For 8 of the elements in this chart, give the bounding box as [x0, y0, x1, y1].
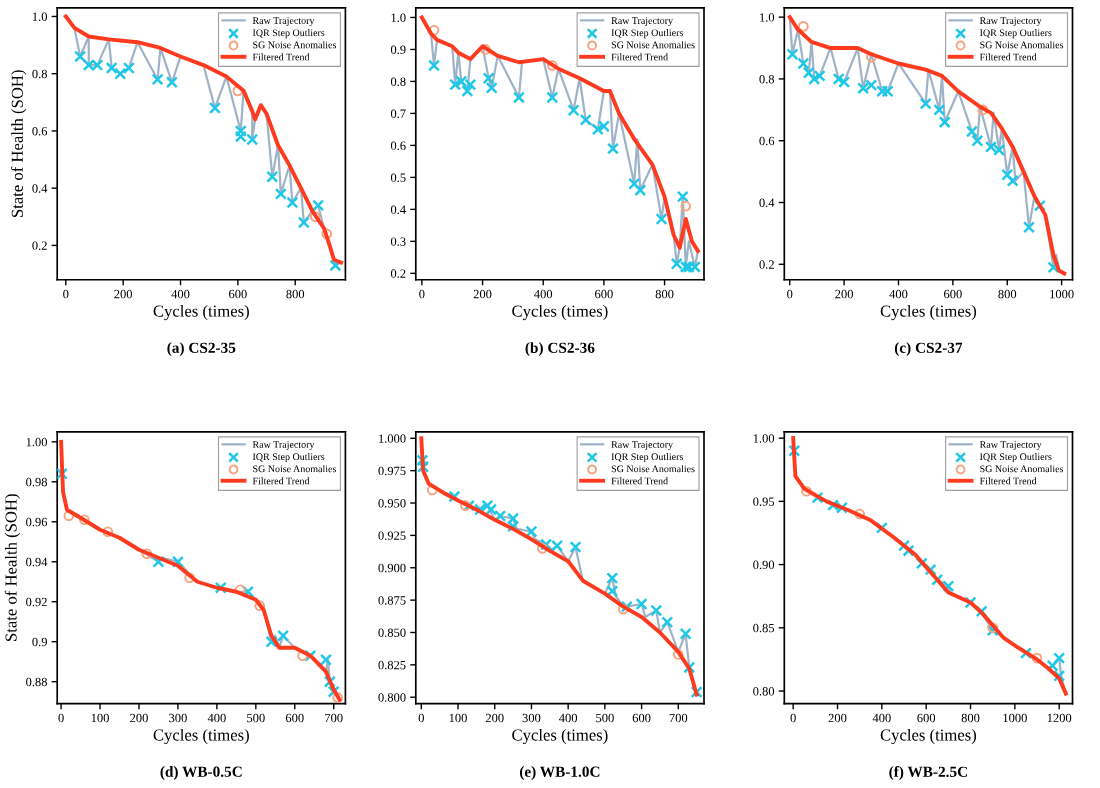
- x-axis-title: Cycles (times): [153, 304, 249, 321]
- x-axis-title: Cycles (times): [880, 304, 977, 321]
- y-axis-title: State of Health (SOH): [4, 494, 21, 641]
- y-axis-title: State of Health (SOH): [11, 70, 27, 217]
- x-axis-title: Cycles (times): [512, 728, 608, 745]
- x-axis-title: Cycles (times): [880, 728, 977, 745]
- x-axis-title: Cycles (times): [512, 304, 608, 321]
- x-axis-title: Cycles (times): [153, 728, 249, 745]
